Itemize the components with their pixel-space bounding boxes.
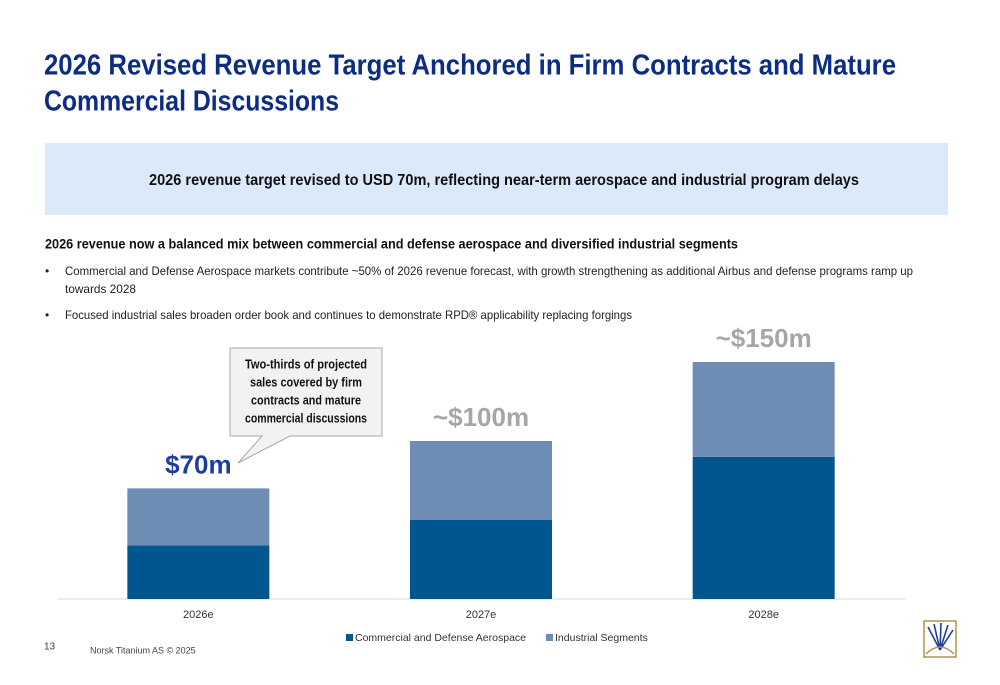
legend-label: Industrial Segments — [555, 632, 648, 644]
x-tick-label: 2026e — [183, 609, 214, 621]
title: 2026 Revised Revenue Target Anchored in … — [44, 50, 896, 82]
page-number: 13 — [44, 642, 56, 653]
logo — [923, 620, 957, 658]
subheading: 2026 revenue now a balanced mix between … — [45, 236, 738, 252]
callout-box — [229, 347, 383, 464]
bar-segment — [410, 441, 552, 520]
total-label: ~$100m — [433, 402, 529, 432]
legend-swatch — [346, 634, 353, 641]
x-tick-label: 2028e — [748, 609, 779, 621]
total-label: ~$150m — [716, 323, 812, 353]
banner-text: 2026 revenue target revised to USD 70m, … — [149, 172, 859, 189]
callout-text: contracts and mature — [251, 392, 361, 407]
legend-swatch — [546, 634, 554, 641]
total-label: $70m — [165, 449, 232, 479]
bullet-text: towards 2028 — [65, 282, 136, 296]
bullet-text: Commercial and Defense Aerospace markets… — [65, 264, 913, 278]
title: Commercial Discussions — [44, 86, 339, 118]
bar-segment — [410, 520, 552, 599]
bullet-text: Focused industrial sales broaden order b… — [65, 308, 632, 322]
callout-text: Two-thirds of projected — [245, 356, 367, 371]
bullet-dot: • — [45, 308, 49, 322]
callout-text: sales covered by firm — [250, 374, 362, 389]
bar-segment — [127, 545, 270, 599]
bar-segment — [127, 488, 270, 546]
footer: Norsk Titanium AS © 2025 — [90, 645, 196, 655]
bar-segment — [692, 456, 835, 599]
x-tick-label: 2027e — [466, 609, 497, 621]
banner-box — [45, 143, 948, 215]
legend-label: Commercial and Defense Aerospace — [355, 632, 526, 644]
callout-text: commercial discussions — [245, 410, 367, 425]
bar-segment — [692, 362, 835, 457]
bullet-dot: • — [45, 264, 49, 278]
